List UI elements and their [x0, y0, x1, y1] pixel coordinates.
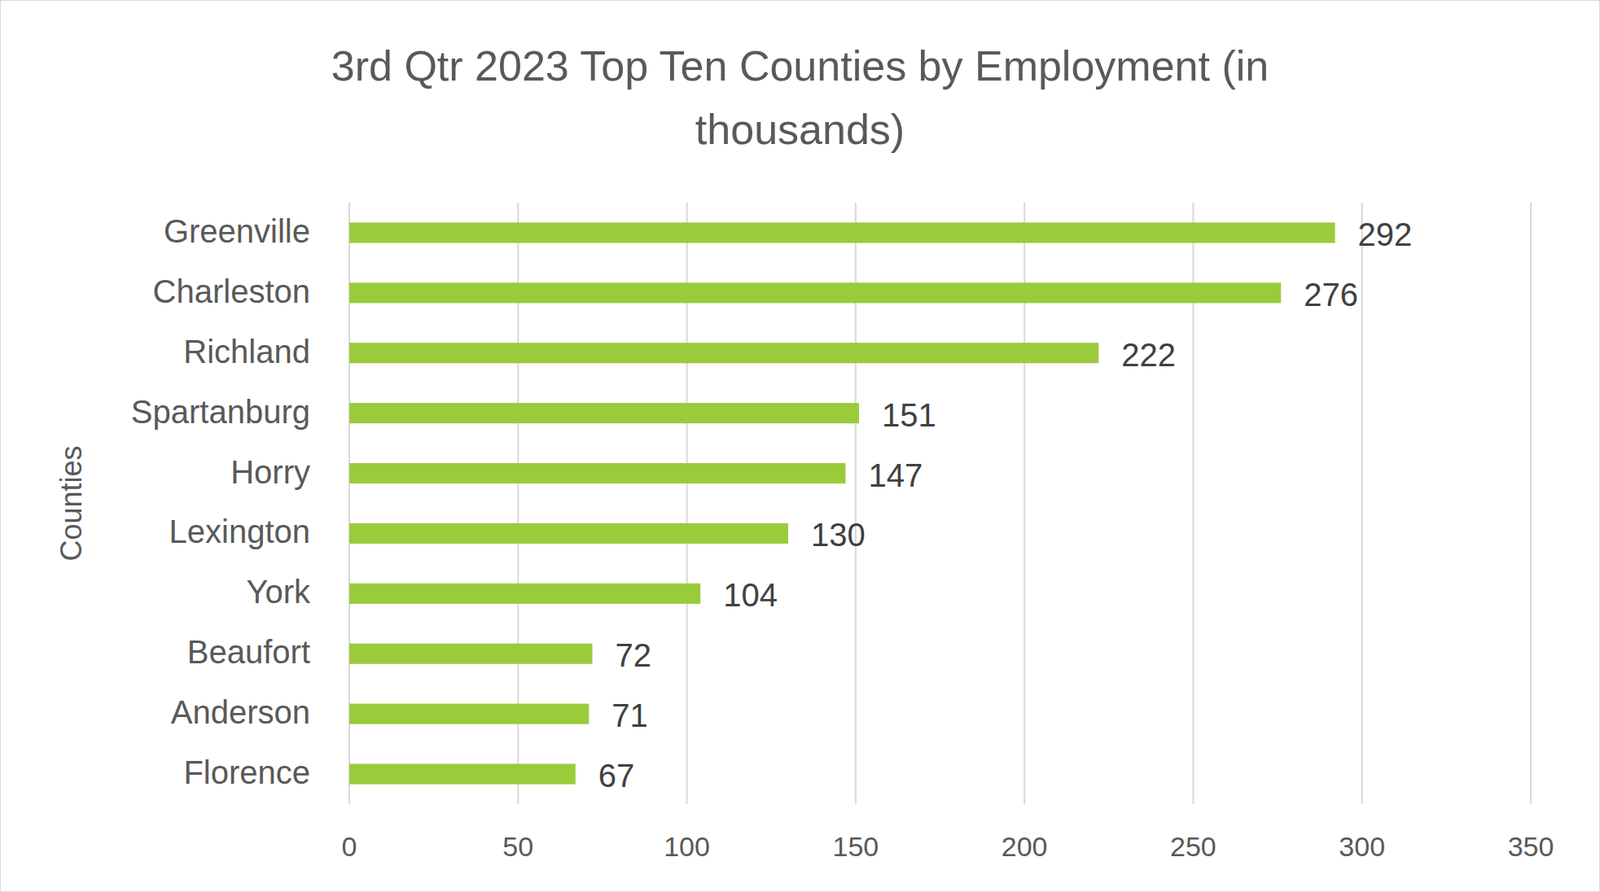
- bar: [349, 282, 1281, 303]
- x-tick-label: 200: [1001, 831, 1048, 863]
- data-label: 292: [1358, 216, 1413, 253]
- x-tick-label: 300: [1338, 831, 1386, 863]
- title: 3rd Qtr 2023 Top Ten Counties by Employm…: [238, 34, 1363, 162]
- bar: [349, 523, 789, 544]
- bar: [349, 763, 576, 785]
- title-wrap: 3rd Qtr 2023 Top Ten Counties by Employm…: [0, 34, 1600, 162]
- bar: [349, 463, 846, 484]
- category-label: Florence: [183, 754, 311, 791]
- data-label: 104: [723, 577, 778, 614]
- x-tick-label: 150: [832, 831, 879, 863]
- category-label: York: [245, 574, 312, 610]
- bar: [349, 583, 701, 605]
- x-tick-label: 350: [1507, 831, 1555, 863]
- category-label: Greenville: [163, 213, 311, 250]
- data-label: 72: [614, 637, 652, 674]
- category-label: Lexington: [169, 513, 311, 550]
- x-tick-label: 50: [502, 831, 534, 863]
- bar: [349, 342, 1099, 364]
- category-label: Charleston: [153, 273, 311, 310]
- data-label: 151: [881, 397, 937, 434]
- y-axis-title: Counties: [54, 445, 88, 562]
- data-label: 147: [867, 457, 923, 494]
- bar: [349, 222, 1336, 243]
- x-tick-label: 250: [1170, 831, 1217, 863]
- bar: [349, 704, 589, 725]
- grid-line: [1361, 202, 1364, 805]
- category-label: Spartanburg: [131, 394, 311, 430]
- data-label: 222: [1121, 337, 1176, 373]
- bar: [349, 403, 860, 424]
- data-label: 276: [1303, 276, 1359, 313]
- category-label: Richland: [183, 333, 311, 370]
- labels: Greenville 292 Charleston 276 Richland 222 Spa…: [131, 213, 1412, 794]
- category-label: Horry: [230, 454, 311, 491]
- data-label: 67: [598, 758, 636, 794]
- chart-svg: 0 50 100 150 200 250 300 350 Greenville 292 Charle…: [0, 0, 1600, 892]
- data-label: 71: [611, 697, 649, 734]
- bars: [349, 222, 1336, 785]
- data-label: 130: [810, 517, 866, 553]
- x-tick-label: 100: [663, 831, 711, 863]
- category-label: Beaufort: [187, 634, 311, 671]
- grid-line: [1529, 202, 1532, 805]
- x-tick-label: 0: [341, 831, 358, 863]
- category-label: Anderson: [170, 694, 311, 731]
- bar: [349, 644, 592, 665]
- grid: [349, 202, 1531, 805]
